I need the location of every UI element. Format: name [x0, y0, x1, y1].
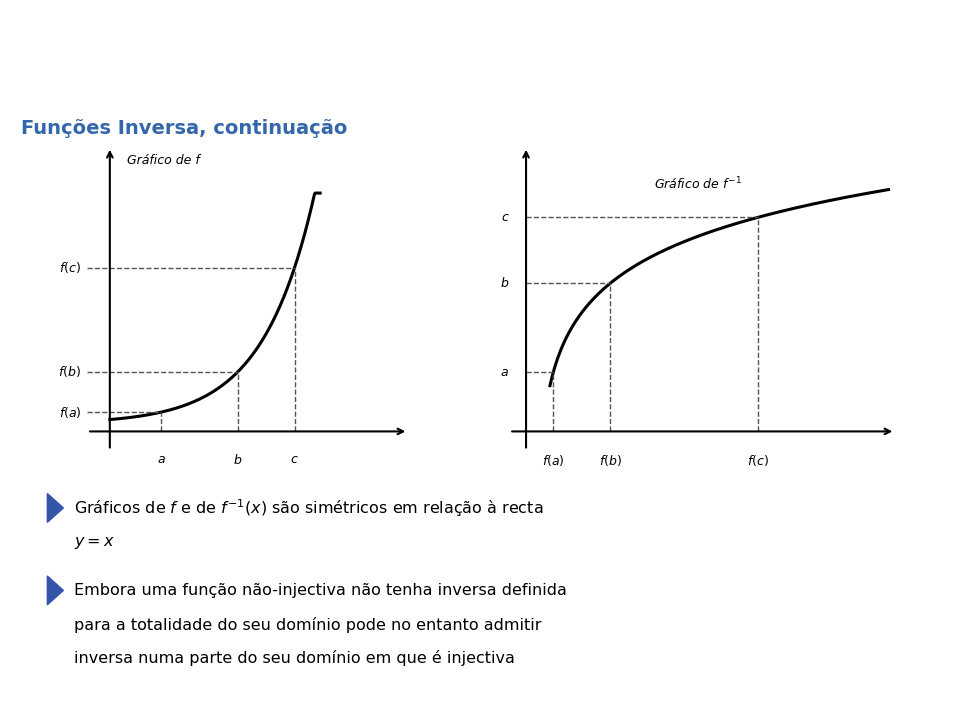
Text: Gráfico de $f^{-1}$: Gráfico de $f^{-1}$ — [654, 175, 741, 192]
Text: $a$: $a$ — [156, 453, 165, 466]
Polygon shape — [47, 576, 63, 605]
Text: Funções Trigonométricas: Funções Trigonométricas — [306, 19, 462, 32]
Text: Matemática I: Matemática I — [19, 693, 96, 706]
Text: $f(b)$: $f(b)$ — [59, 365, 82, 379]
Text: $f(a)$: $f(a)$ — [59, 405, 82, 419]
Text: $f(a)$: $f(a)$ — [542, 453, 564, 467]
Text: Funções: Funções — [19, 14, 77, 27]
Text: $f(b)$: $f(b)$ — [599, 453, 622, 467]
Text: DeMat-ESTiG: DeMat-ESTiG — [864, 693, 941, 706]
Text: Gráficos de $f$ e de $f^{-1}(x)$ são simétricos em relação à recta: Gráficos de $f$ e de $f^{-1}(x)$ são sim… — [74, 497, 543, 519]
Polygon shape — [47, 493, 63, 523]
Text: ○○○○○○: ○○○○○○ — [19, 38, 70, 47]
Text: inversa numa parte do seu domínio em que é injectiva: inversa numa parte do seu domínio em que… — [74, 651, 515, 666]
Text: $f(c)$: $f(c)$ — [60, 260, 82, 275]
Text: $b$: $b$ — [233, 453, 242, 467]
Text: $b$: $b$ — [500, 276, 509, 290]
Text: Outras Funções Transcendentes: Outras Funções Transcendentes — [687, 19, 887, 32]
Text: para a totalidade do seu domínio pode no entanto admitir: para a totalidade do seu domínio pode no… — [74, 617, 541, 633]
Text: $a$: $a$ — [500, 365, 509, 378]
Text: $c$: $c$ — [290, 453, 299, 466]
Text: 10/ 23: 10/ 23 — [461, 693, 499, 706]
Text: $y = x$: $y = x$ — [74, 535, 115, 551]
Text: Embora uma função não-injectiva não tenha inversa definida: Embora uma função não-injectiva não tenh… — [74, 583, 567, 598]
Text: Gráfico de f: Gráfico de f — [127, 154, 200, 167]
Text: Funções Inversa, continuação: Funções Inversa, continuação — [21, 119, 348, 139]
Text: $c$: $c$ — [500, 211, 509, 224]
Text: $f(c)$: $f(c)$ — [747, 453, 769, 467]
